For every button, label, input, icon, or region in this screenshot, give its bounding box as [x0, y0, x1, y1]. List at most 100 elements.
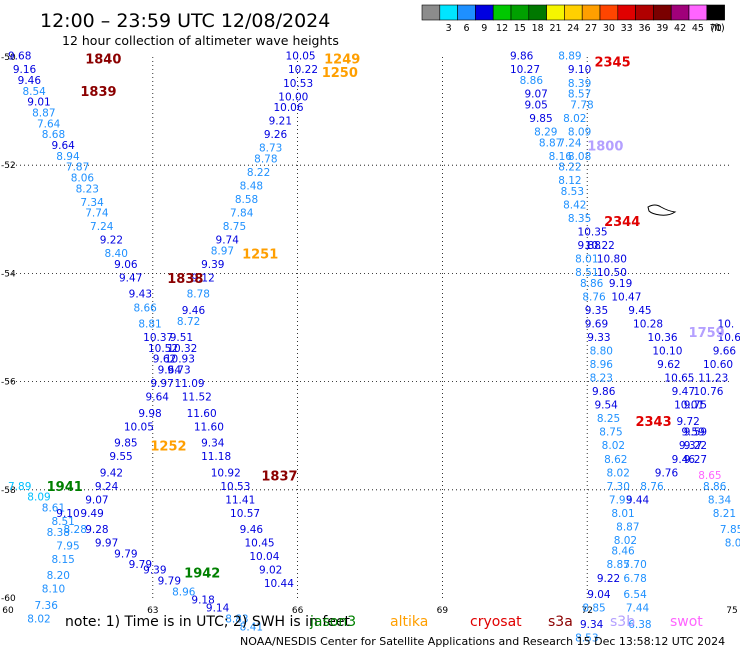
wave-height-label: 8.06	[71, 172, 95, 184]
wave-height-label: 7.44	[626, 603, 650, 615]
wave-height-label: 8.23	[590, 373, 613, 385]
wave-height-label: 10.52	[148, 343, 178, 355]
wave-height-label: 9.18	[191, 594, 214, 606]
wave-height-label: 8.08	[568, 151, 591, 163]
pass-time-label: 1251	[242, 247, 278, 262]
wave-height-label: 8.61	[42, 502, 65, 514]
wave-height-label: 8.51	[575, 267, 598, 279]
legend-swatch	[492, 4, 512, 21]
wave-height-label: 9.49	[80, 508, 103, 520]
wave-height-label: 8.20	[47, 570, 70, 582]
wave-height-label: 8.01	[575, 254, 598, 266]
legend-tick-label: 24	[567, 23, 579, 34]
wave-height-label: 9.22	[100, 235, 123, 247]
wave-height-label: 9.62	[153, 354, 176, 366]
wave-height-label: 8.23	[76, 183, 99, 195]
wave-height-label: 8.22	[247, 167, 270, 179]
wave-height-label: 8.09	[27, 492, 50, 504]
wave-height-label: 9.51	[170, 332, 193, 344]
legend-tick-label: 6	[463, 23, 469, 34]
legend-tick-label: 45	[692, 23, 704, 34]
pass-time-label: 2345	[594, 55, 630, 70]
wave-height-label: 8.42	[563, 199, 586, 211]
wave-height-label: 10.32	[167, 343, 197, 355]
wave-height-label: 10.22	[585, 240, 615, 252]
legend-tick-label: 70	[710, 23, 722, 34]
wave-height-label: 9.06	[114, 259, 138, 271]
lat-tick-label: -50	[1, 53, 16, 63]
wave-height-label: 7.36	[35, 600, 59, 612]
wave-height-label: 8.62	[604, 454, 627, 466]
wave-height-label: 8.86	[703, 481, 727, 493]
wave-height-label: 10.27	[510, 64, 540, 76]
wave-height-label: 8.65	[698, 470, 721, 482]
wave-height-label: 8.78	[254, 153, 277, 165]
wave-height-label: 8.89	[558, 51, 581, 63]
wave-height-label: 10.10	[652, 346, 682, 358]
wave-height-label: 11.09	[175, 378, 205, 390]
wave-height-label: 7.64	[37, 118, 61, 130]
pass-time-label: 1839	[80, 85, 116, 100]
wave-height-label: 8.76	[640, 481, 664, 493]
wave-height-label: 9.16	[13, 64, 37, 76]
wave-height-label: 11.18	[201, 451, 231, 463]
wave-height-label: 7.95	[56, 540, 79, 552]
lon-tick-label: 72	[581, 606, 592, 616]
wave-height-label: 8.02	[607, 467, 630, 479]
wave-height-label: 9.79	[129, 559, 152, 571]
wave-height-label: 9.62	[657, 359, 680, 371]
wave-height-label: 7.84	[230, 208, 254, 220]
wave-height-label: 10.76	[693, 386, 723, 398]
mission-legend: jason3 altika cryosat s3a s3b swot	[309, 614, 703, 630]
mission-legend-item: s3a	[548, 614, 573, 630]
wave-height-label: 8.83	[225, 613, 248, 625]
wave-height-label: 8.94	[56, 151, 80, 163]
wave-height-label: 8.96	[590, 359, 614, 371]
wave-height-label: 10.28	[633, 319, 663, 331]
wave-height-label: 8.10	[42, 584, 65, 596]
wave-height-label: 8.53	[561, 186, 584, 198]
wave-height-label: 9.73	[167, 364, 190, 376]
legend-swatch	[475, 4, 494, 21]
wave-height-label: 7.30	[607, 481, 630, 493]
wave-height-label: 10.44	[264, 578, 294, 590]
wave-height-label: 8.16	[549, 151, 573, 163]
legend-tick-label: 30	[603, 23, 615, 34]
wave-height-label: 9.64	[158, 364, 182, 376]
wave-height-label: 8.53	[575, 632, 598, 644]
island-outline	[647, 204, 677, 216]
wave-height-label: 9.05	[524, 99, 547, 111]
wave-height-label: 10.60	[703, 359, 733, 371]
lat-tick-label: -60	[1, 594, 16, 604]
wave-height-label: 8.28	[64, 524, 87, 536]
wave-height-label: 8.48	[240, 181, 263, 193]
wave-height-label: 9.59	[684, 427, 707, 439]
wave-height-label: 11.23	[698, 373, 728, 385]
legend-swatch	[688, 4, 708, 21]
wave-height-label: 9.76	[655, 467, 679, 479]
wave-height-label: 10.53	[220, 481, 250, 493]
wave-height-label: 9.07	[524, 89, 547, 101]
wave-height-label: 9.14	[206, 603, 230, 615]
wave-height-label: 6.54	[623, 589, 647, 601]
wave-height-label: 8.01	[611, 508, 634, 520]
legend-swatch	[706, 4, 725, 21]
wave-height-label: 9.86	[592, 386, 616, 398]
wave-height-label: 9.79	[158, 575, 181, 587]
wave-height-label: 8.86	[580, 278, 604, 290]
wave-height-label: 10.80	[597, 254, 627, 266]
lat-tick-label: -52	[1, 161, 16, 171]
legend-swatch	[581, 4, 601, 21]
wave-height-label: 9.55	[109, 451, 132, 463]
legend-swatch	[457, 4, 476, 21]
wave-height-label: 9.21	[269, 116, 292, 128]
wave-height-label: 10.6	[718, 332, 740, 344]
page-title: 12:00 – 23:59 UTC 12/08/2024	[40, 10, 330, 32]
wave-height-label: 11.60	[187, 408, 217, 420]
wave-height-label: 8.15	[51, 554, 74, 566]
wave-height-label: 9.75	[684, 400, 707, 412]
wave-height-label: 10.37	[143, 332, 173, 344]
wave-height-label: 8.57	[568, 89, 591, 101]
lat-tick-label: -56	[1, 378, 16, 388]
